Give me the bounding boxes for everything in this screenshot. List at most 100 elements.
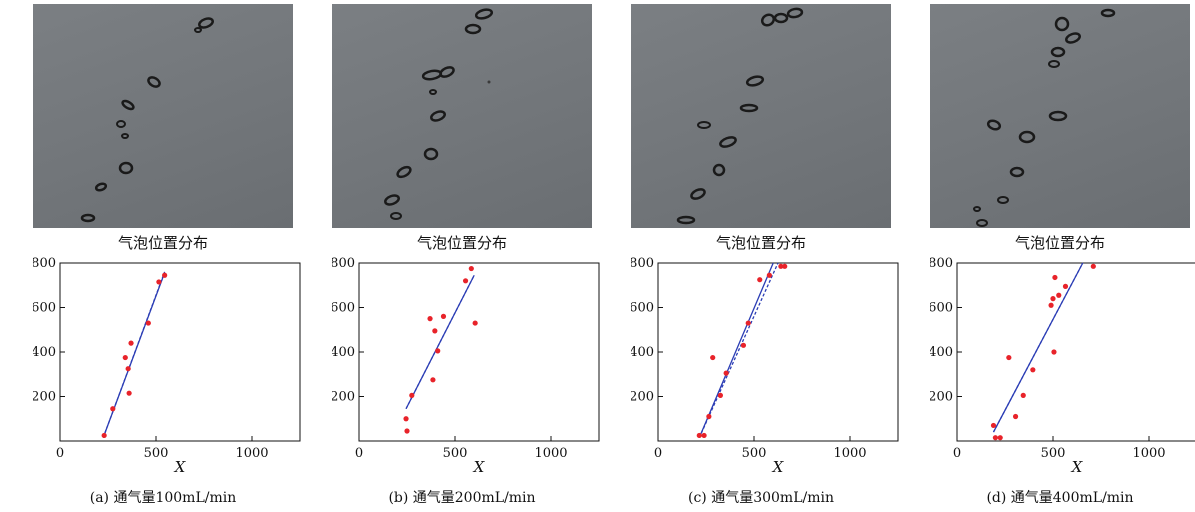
data-point — [409, 392, 415, 398]
photo-label: 气泡位置分布 — [1014, 234, 1105, 252]
y-tick-label: 600 — [33, 301, 56, 316]
data-point — [992, 435, 998, 441]
data-point — [435, 348, 441, 354]
bubble — [973, 206, 981, 212]
bubble — [690, 188, 706, 200]
data-point — [403, 416, 409, 422]
solid-fit-line — [405, 274, 475, 410]
data-point — [1006, 354, 1012, 361]
panel-b: 气泡位置分布 05001000200400600800XY (b) 通气量200… — [332, 0, 632, 512]
scatter-plot: 05001000200400600800XY — [930, 256, 1195, 476]
solid-fit-line — [698, 262, 774, 438]
data-point — [757, 277, 763, 283]
data-point — [990, 422, 997, 429]
scatter-plot: 05001000200400600800XY — [332, 256, 600, 476]
data-point — [468, 265, 474, 272]
bubble — [1048, 60, 1060, 68]
data-point — [766, 272, 772, 278]
data-point — [745, 320, 751, 326]
y-tick-label: 200 — [631, 390, 654, 405]
bubble-shapes — [80, 17, 214, 223]
x-tick-label: 0 — [953, 446, 961, 461]
bubble — [1065, 32, 1081, 44]
x-tick-label: 0 — [355, 446, 363, 461]
y-tick-label: 800 — [332, 256, 355, 271]
bubble — [198, 17, 214, 29]
bubble-photo — [631, 4, 891, 228]
panel-d: 气泡位置分布 05001000200400600800XY (d) 通气量400… — [930, 0, 1195, 512]
data-point — [717, 392, 723, 398]
scatter-plot: 05001000200400600800XY — [33, 256, 301, 476]
bubble-photo — [332, 4, 592, 228]
bubble — [194, 27, 202, 33]
plot-frame — [358, 262, 600, 442]
y-tick-label: 400 — [33, 345, 56, 360]
photo-label: 气泡位置分布 — [416, 234, 507, 252]
bubble — [773, 12, 789, 24]
bubble — [676, 215, 696, 225]
data-point — [1050, 296, 1056, 302]
y-tick-label: 600 — [631, 301, 654, 316]
data-point — [706, 413, 712, 420]
data-point — [472, 320, 478, 326]
bubble-photo — [930, 4, 1190, 228]
bubble — [147, 76, 161, 88]
y-tick-label: 800 — [631, 256, 654, 271]
data-point — [1090, 263, 1096, 269]
data-point — [1056, 292, 1062, 298]
bubble — [1048, 110, 1068, 122]
data-point — [440, 313, 447, 319]
data-point — [778, 263, 784, 269]
dashed-fit-line — [102, 271, 166, 438]
bubble — [474, 8, 494, 20]
bubble — [80, 213, 96, 223]
data-point — [156, 279, 162, 285]
bubble — [116, 120, 126, 128]
bubble — [390, 212, 402, 220]
data-point — [122, 354, 128, 361]
x-tick-label: 1000 — [534, 446, 567, 461]
x-axis-label: X — [473, 458, 486, 476]
data-point — [1020, 392, 1026, 398]
bubble — [997, 196, 1009, 204]
x-tick-label: 0 — [654, 446, 662, 461]
data-point — [997, 435, 1003, 441]
bubble — [430, 110, 446, 122]
data-point — [145, 320, 151, 326]
bubble — [1050, 46, 1066, 58]
x-tick-label: 500 — [1041, 446, 1066, 461]
data-point — [162, 272, 168, 278]
x-tick-label: 1000 — [833, 446, 866, 461]
data-point — [427, 316, 433, 322]
bubble-shapes — [384, 8, 494, 220]
dashed-fit-line — [992, 262, 1084, 433]
y-tick-label: 600 — [930, 301, 953, 316]
x-axis-label: X — [174, 458, 187, 476]
data-point — [430, 377, 436, 383]
x-axis-label: X — [772, 458, 785, 476]
data-point — [128, 340, 134, 346]
dashed-fit-line — [698, 262, 779, 438]
data-point — [701, 432, 707, 439]
data-point — [1052, 274, 1058, 281]
y-tick-label: 800 — [930, 256, 953, 271]
y-tick-label: 600 — [332, 301, 355, 316]
y-tick-label: 200 — [33, 390, 56, 405]
bubble-shapes — [973, 8, 1116, 227]
data-point — [710, 354, 716, 361]
x-tick-label: 500 — [742, 446, 767, 461]
data-point — [740, 342, 747, 348]
bubble — [719, 136, 737, 148]
bubble-photo — [33, 4, 293, 228]
bubble — [118, 161, 134, 175]
data-point — [1048, 302, 1054, 308]
data-point — [723, 370, 729, 376]
bubble — [121, 99, 135, 111]
data-point — [1062, 283, 1069, 289]
bubble — [1009, 166, 1025, 178]
data-point — [126, 390, 132, 396]
x-axis-label: X — [1071, 458, 1084, 476]
bubble — [121, 133, 129, 139]
bubble — [745, 75, 765, 87]
data-point — [1051, 349, 1057, 355]
